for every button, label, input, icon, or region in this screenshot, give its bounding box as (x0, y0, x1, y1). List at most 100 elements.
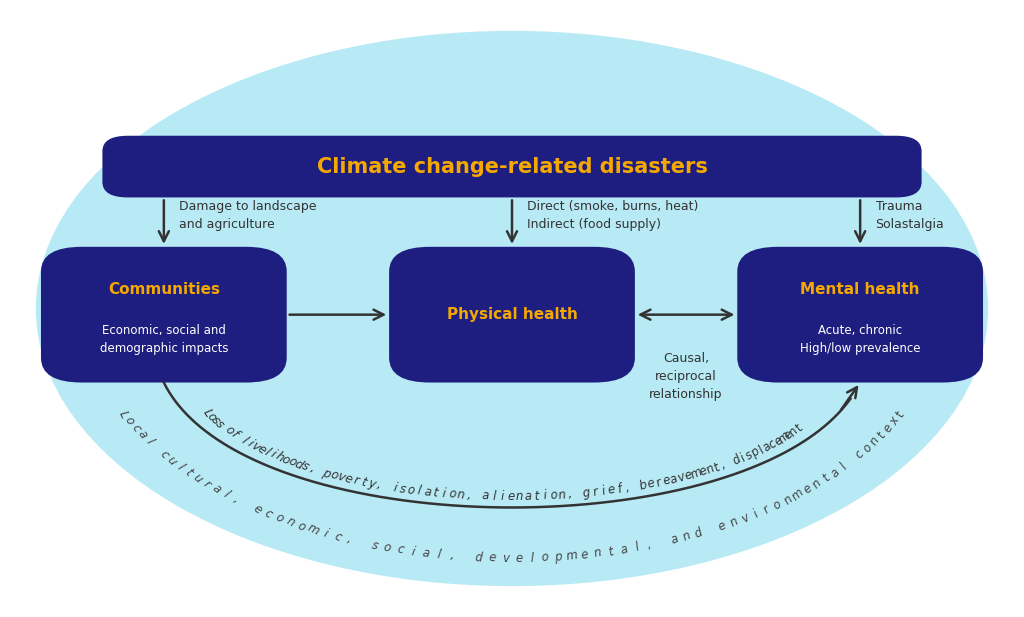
Text: o: o (382, 540, 392, 555)
Text: ,: , (624, 481, 631, 495)
FancyBboxPatch shape (41, 247, 287, 383)
Text: h: h (272, 450, 286, 465)
Text: o: o (549, 489, 557, 502)
Text: e: e (771, 434, 785, 448)
Text: ,: , (345, 533, 354, 547)
Text: e: e (781, 428, 796, 442)
Text: p: p (321, 466, 333, 481)
Text: Direct (smoke, burns, heat)
Indirect (food supply): Direct (smoke, burns, heat) Indirect (fo… (527, 201, 698, 231)
Text: a: a (618, 542, 629, 557)
Text: e: e (660, 473, 672, 488)
Text: l: l (142, 436, 156, 446)
Text: Acute, chronic
High/low prevalence: Acute, chronic High/low prevalence (800, 324, 921, 355)
Text: o: o (280, 452, 292, 467)
Text: ,: , (567, 487, 572, 501)
Text: ,: , (450, 549, 455, 563)
Text: r: r (201, 478, 213, 491)
Text: s: s (398, 482, 408, 496)
Text: e: e (488, 552, 496, 565)
Text: i: i (245, 437, 255, 449)
Text: n: n (781, 492, 795, 507)
Text: n: n (516, 490, 523, 503)
Text: s: s (208, 414, 222, 427)
Text: Physical health: Physical health (446, 307, 578, 322)
Text: e: e (697, 464, 710, 479)
Text: m: m (775, 429, 793, 447)
Text: e: e (801, 482, 815, 497)
Text: o: o (286, 455, 299, 470)
Text: g: g (582, 486, 592, 500)
Text: o: o (771, 497, 784, 512)
Text: i: i (501, 490, 505, 503)
Text: i: i (543, 489, 547, 502)
Text: e: e (683, 468, 694, 483)
Text: c: c (395, 542, 404, 557)
Text: i: i (322, 527, 330, 540)
Text: l: l (633, 541, 640, 554)
Text: o: o (296, 519, 308, 534)
Text: e: e (716, 519, 728, 534)
Text: l: l (239, 434, 250, 446)
Text: d: d (692, 526, 705, 541)
Text: t: t (534, 489, 539, 503)
Text: ,: , (719, 458, 729, 471)
Text: c: c (766, 437, 779, 451)
Text: e: e (645, 477, 656, 491)
Text: e: e (250, 502, 264, 517)
Text: t: t (712, 460, 722, 474)
Text: l: l (756, 444, 767, 456)
Text: l: l (530, 552, 534, 565)
Text: d: d (474, 551, 483, 565)
Text: a: a (669, 532, 680, 547)
Text: n: n (727, 515, 740, 530)
Text: e: e (881, 421, 896, 434)
Text: l: l (436, 548, 441, 561)
Text: s: s (370, 538, 380, 552)
Text: o: o (204, 410, 218, 424)
Text: e: e (606, 483, 616, 497)
Text: e: e (515, 552, 522, 565)
Text: o: o (541, 551, 549, 565)
Text: a: a (760, 440, 774, 454)
Text: e: e (343, 471, 354, 486)
FancyBboxPatch shape (737, 247, 983, 383)
Text: o: o (222, 424, 237, 438)
FancyBboxPatch shape (389, 247, 635, 383)
Text: l: l (220, 489, 231, 500)
Text: n: n (786, 424, 801, 439)
Text: n: n (557, 488, 566, 502)
Text: i: i (600, 484, 606, 498)
Text: l: l (493, 490, 496, 503)
Text: m: m (790, 486, 807, 503)
Text: Mental health: Mental health (801, 283, 920, 297)
Text: i: i (441, 487, 446, 500)
Text: d: d (730, 453, 743, 468)
Text: e: e (254, 442, 268, 457)
Text: n: n (284, 515, 297, 530)
Text: c: c (853, 448, 867, 461)
Text: f: f (615, 482, 623, 496)
Text: i: i (752, 508, 761, 520)
Text: t: t (359, 475, 368, 489)
Text: ,: , (230, 494, 242, 506)
Text: m: m (565, 549, 579, 563)
Text: Causal,
reciprocal
relationship: Causal, reciprocal relationship (649, 352, 723, 400)
Ellipse shape (36, 31, 988, 586)
Text: a: a (668, 472, 680, 487)
Text: l: l (838, 461, 850, 472)
Text: i: i (392, 481, 398, 494)
Text: ,: , (376, 478, 383, 492)
Text: Economic, social and
demographic impacts: Economic, social and demographic impacts (99, 324, 228, 355)
Text: l: l (417, 484, 422, 498)
Text: v: v (502, 552, 509, 565)
Text: c: c (128, 422, 143, 434)
Text: c: c (332, 529, 343, 544)
Text: t: t (432, 486, 439, 500)
Text: ,: , (645, 539, 653, 552)
Text: t: t (607, 545, 614, 558)
Text: o: o (272, 511, 286, 526)
Text: u: u (190, 471, 205, 486)
Text: e: e (581, 548, 590, 561)
Text: r: r (591, 486, 598, 499)
Text: t: t (820, 472, 833, 484)
